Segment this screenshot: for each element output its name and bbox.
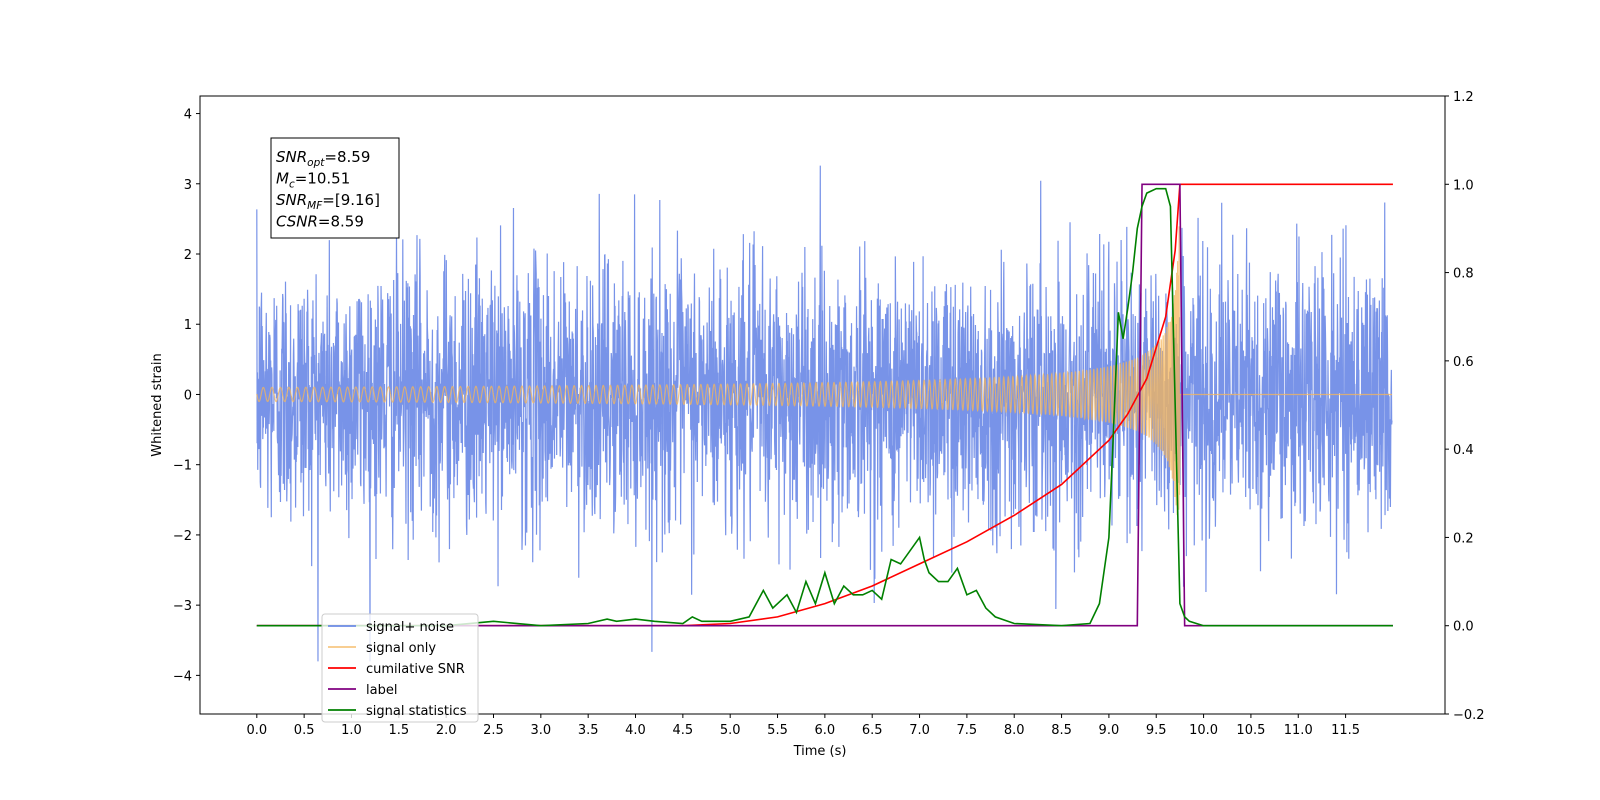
legend-label: signal statistics [366, 704, 467, 719]
x-tick-label: 6.0 [815, 723, 836, 738]
x-tick-label: 10.5 [1236, 723, 1265, 738]
y-left-tick-label: −2 [173, 529, 192, 544]
x-tick-label: 0.0 [246, 723, 267, 738]
x-tick-label: 3.0 [530, 723, 551, 738]
x-tick-label: 9.0 [1099, 723, 1120, 738]
legend-frame [321, 613, 479, 723]
x-tick-label: 2.5 [483, 723, 504, 738]
x-tick-label: 9.5 [1146, 723, 1167, 738]
series-signal-statistics [256, 187, 1393, 627]
y-right-tick-label: 0.8 [1453, 267, 1474, 282]
x-tick-label: 3.5 [578, 723, 599, 738]
y-right-tick-label: 0.4 [1453, 443, 1474, 458]
y-right-tick-label: 1.2 [1453, 90, 1474, 105]
info-box-line: CSNR=8.59 [276, 213, 364, 231]
x-axis-label: Time (s) [793, 744, 847, 759]
x-tick-label: 11.0 [1284, 723, 1313, 738]
info-box-line: SNRMF=[9.16] [276, 191, 380, 212]
y-right-tick-label: −0.2 [1453, 708, 1485, 723]
axes-frame [199, 95, 1446, 715]
x-tick-label: 1.5 [388, 723, 409, 738]
plot-area [256, 165, 1393, 662]
series-signal-only [256, 226, 1392, 516]
x-tick-label: 8.5 [1051, 723, 1072, 738]
y-right-tick-label: 0.6 [1453, 355, 1474, 370]
x-tick-label: 7.5 [957, 723, 978, 738]
x-tick-label: 5.0 [720, 723, 741, 738]
x-tick-label: 5.5 [767, 723, 788, 738]
legend-label: cumilative SNR [366, 662, 465, 677]
y-left-tick-label: 0 [184, 388, 192, 403]
legend-label: label [366, 683, 397, 698]
y-left-tick-label: −1 [173, 459, 192, 474]
x-tick-label: 4.5 [673, 723, 694, 738]
legend-label: signal only [366, 641, 436, 656]
info-box-frame [270, 137, 400, 239]
y-left-tick-label: 4 [184, 108, 192, 123]
series-cumilative-snr [256, 183, 1393, 627]
y-left-tick-label: −4 [173, 669, 192, 684]
x-tick-label: 11.5 [1331, 723, 1360, 738]
axis-ticks: 0.0 0.5 1.0 1.5 2.0 2.5 3.0 3.5 4.0 4.5 5.0 5.5 6.0 6… [173, 90, 1485, 738]
info-box-line: Mc=10.51 [276, 170, 350, 191]
x-tick-label: 4.0 [625, 723, 646, 738]
x-tick-label: 2.0 [436, 723, 457, 738]
y-left-tick-label: 3 [184, 178, 192, 193]
series-signal-noise [256, 165, 1393, 662]
info-box-line: SNRopt=8.59 [276, 148, 370, 169]
x-tick-label: 1.0 [341, 723, 362, 738]
y-axis-label: Whitened strain [150, 353, 165, 456]
y-left-tick-label: 1 [184, 318, 192, 333]
y-left-tick-label: −3 [173, 599, 192, 614]
x-tick-label: 0.5 [294, 723, 315, 738]
x-tick-label: 8.0 [1004, 723, 1025, 738]
legend: signal+ noise signal only cumilative SNR la… [321, 613, 479, 723]
y-right-tick-label: 0.0 [1453, 620, 1474, 635]
y-left-tick-label: 2 [184, 248, 192, 263]
x-tick-label: 6.5 [862, 723, 883, 738]
y-right-tick-label: 0.2 [1453, 531, 1474, 546]
y-right-tick-label: 1.0 [1453, 178, 1474, 193]
x-tick-label: 7.0 [909, 723, 930, 738]
x-tick-label: 10.0 [1189, 723, 1218, 738]
legend-label: signal+ noise [366, 620, 454, 635]
